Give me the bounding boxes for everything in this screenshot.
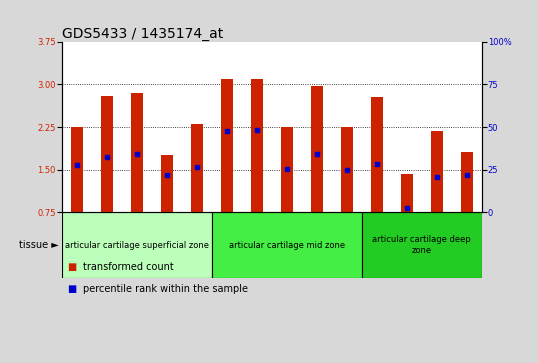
Bar: [221, 79, 233, 212]
Bar: [212, 212, 362, 278]
Bar: [341, 127, 352, 212]
Bar: [191, 124, 203, 212]
Bar: [371, 97, 383, 212]
Text: ■: ■: [67, 284, 76, 294]
Text: articular cartilage mid zone: articular cartilage mid zone: [229, 241, 345, 249]
Text: ■: ■: [67, 262, 76, 272]
Bar: [310, 86, 323, 212]
Bar: [362, 212, 482, 278]
Bar: [461, 151, 472, 212]
Text: GDS5433 / 1435174_at: GDS5433 / 1435174_at: [62, 27, 223, 41]
Text: articular cartilage deep
zone: articular cartilage deep zone: [372, 235, 471, 255]
Bar: [101, 96, 113, 212]
Text: transformed count: transformed count: [83, 262, 174, 272]
Bar: [251, 79, 263, 212]
Text: percentile rank within the sample: percentile rank within the sample: [83, 284, 249, 294]
Bar: [401, 174, 413, 212]
Bar: [430, 131, 443, 212]
Text: articular cartilage superficial zone: articular cartilage superficial zone: [65, 241, 209, 249]
Text: tissue ►: tissue ►: [19, 240, 59, 250]
Bar: [281, 127, 293, 212]
Bar: [161, 155, 173, 212]
Bar: [71, 127, 83, 212]
Bar: [62, 212, 212, 278]
Bar: [131, 93, 143, 212]
